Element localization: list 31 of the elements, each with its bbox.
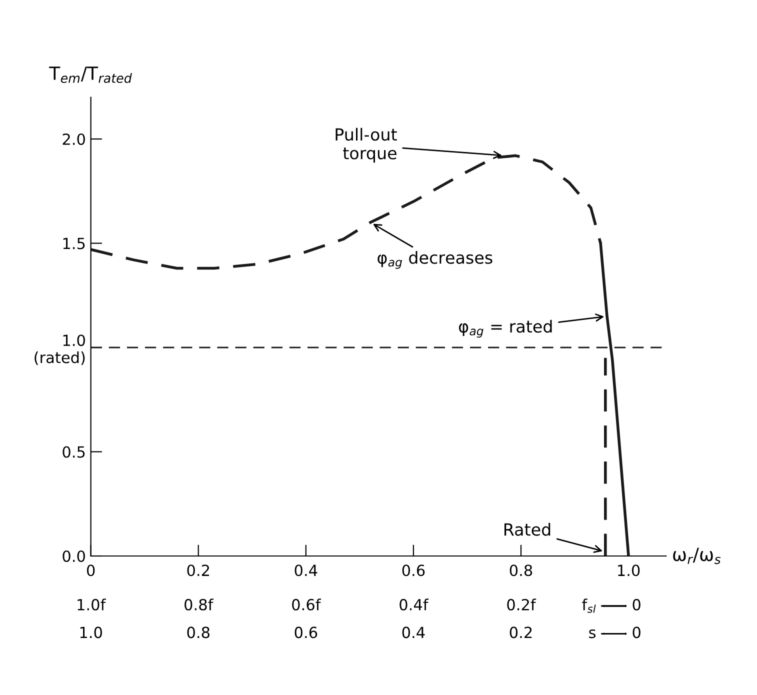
annotation: Rated — [504, 522, 550, 536]
y-tick-label: 2.0 — [62, 133, 85, 146]
text: f$_{sl}$ — [582, 598, 596, 613]
text: 1.0 — [80, 626, 102, 638]
x-tick-label: 0.6 — [402, 564, 425, 576]
y-axis-title: T$_{em}$/T$_{rated}$ — [49, 66, 132, 83]
text: 0 — [632, 626, 640, 638]
x-tick-label: 0.4 — [294, 564, 318, 576]
text: 0.8 — [187, 626, 210, 638]
text: 0 — [632, 598, 640, 610]
text: 0.2 — [510, 626, 532, 638]
text: s — [589, 629, 596, 638]
text: 0.8f — [184, 598, 214, 610]
x-tick-label: 0 — [86, 564, 95, 576]
y-tick-label: 1.5 — [63, 238, 85, 250]
text: 0.2f — [507, 598, 536, 610]
x-axis-title: ω$_{r}$/ω$_{s}$ — [673, 548, 721, 564]
text: 1.0f — [78, 598, 106, 610]
y-tick-label: 0.0 — [62, 550, 85, 562]
y-tick-label: 0.5 — [62, 446, 85, 458]
annotation: Pull-out torque — [336, 128, 397, 163]
text: 0.6f — [292, 598, 322, 610]
text: 0.4 — [402, 626, 425, 638]
text: 0.6 — [294, 626, 318, 638]
x-tick-label: 0.2 — [187, 564, 209, 576]
y-tick-label: 1.0 (rated) — [34, 334, 85, 366]
x-tick-label: 1.0 — [618, 564, 640, 576]
annotation: φ$_{ag}$ decreases — [378, 251, 492, 269]
text: 0.4f — [400, 598, 429, 610]
x-tick-label: 0.8 — [510, 564, 532, 576]
annotation: φ$_{ag}$ = rated — [458, 320, 552, 338]
